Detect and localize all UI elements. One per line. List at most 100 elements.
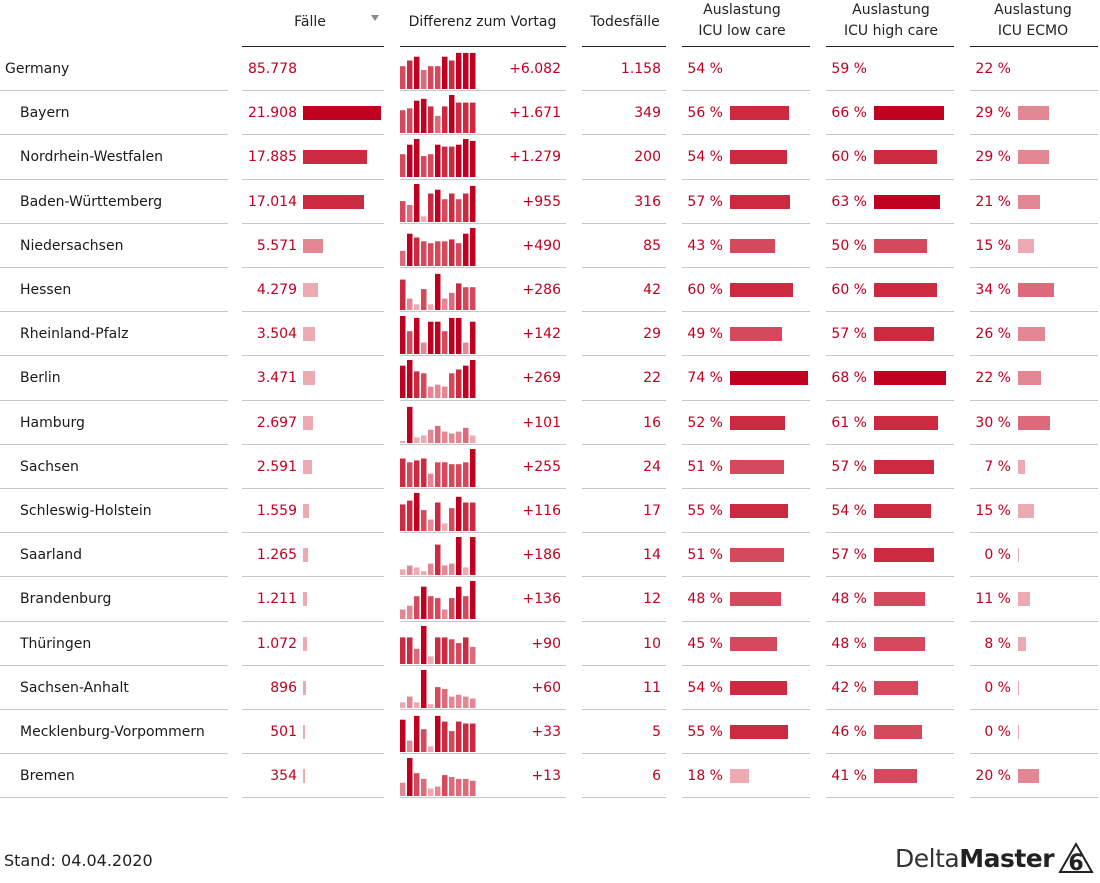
row-divider [682, 267, 810, 268]
sparkline-bar [428, 655, 434, 664]
sparkline-bar [428, 154, 434, 178]
row-divider [0, 134, 228, 136]
icu-ecmo-bar [1018, 769, 1040, 784]
sparkline-bar [442, 636, 448, 664]
header-differenz[interactable]: Differenz zum Vortag [408, 14, 557, 30]
sparkline-bar [428, 304, 434, 310]
cases-bar [303, 636, 307, 651]
row-divider [826, 532, 954, 534]
cases-value: 1.211 [256, 591, 297, 608]
sparkline-bar [449, 638, 455, 664]
row-divider [682, 753, 810, 755]
sparkline-bar [400, 250, 406, 266]
row-divider [242, 532, 384, 534]
sparkline-bar [414, 183, 420, 222]
icu-low-bar [730, 680, 787, 695]
row-divider [682, 178, 810, 180]
row-divider [400, 443, 566, 445]
icu-low-bar [730, 504, 788, 518]
row-divider [0, 753, 228, 755]
deaths-value: 16 [643, 414, 661, 431]
daily-change-sparkline [400, 448, 476, 487]
sparkline-bar [463, 502, 469, 531]
sparkline-bar [463, 723, 469, 752]
daily-change-sparkline [400, 227, 476, 266]
row-divider [0, 664, 228, 666]
header-icu-ecmo[interactable]: Auslastung ICU ECMO [970, 0, 1096, 42]
header-icu-high[interactable]: Auslastung ICU high care [826, 0, 956, 42]
daily-change-value: +90 [531, 635, 561, 652]
icu-low-bar [730, 150, 787, 165]
sparkline-bar [470, 502, 476, 531]
row-divider [582, 134, 666, 136]
row-divider [826, 311, 954, 313]
row-divider [242, 90, 384, 92]
icu-high-bar [874, 150, 938, 165]
row-divider [400, 532, 566, 534]
row-divider [826, 267, 954, 268]
sparkline-bar [414, 773, 420, 797]
sparkline-bar [449, 731, 455, 752]
sparkline-bar [407, 500, 413, 531]
icu-high-value: 57 % [831, 458, 867, 475]
daily-change-value: +186 [522, 547, 561, 564]
sparkline-bar [456, 102, 462, 134]
header-faelle[interactable]: Fälle [294, 14, 326, 30]
sparkline-bar [456, 642, 462, 664]
icu-ecmo-value: 15 % [975, 503, 1011, 519]
deaths-value: 85 [643, 237, 661, 254]
icu-high-bar [874, 680, 919, 695]
sparkline-bar [428, 746, 434, 752]
row-divider [682, 532, 810, 534]
sparkline-bar [421, 587, 427, 620]
sparkline-bar [421, 625, 427, 664]
header-rule-differenz [400, 46, 566, 47]
deaths-value: 349 [634, 105, 661, 122]
daily-change-sparkline [400, 715, 476, 752]
sparkline-bar [414, 596, 420, 620]
row-name: Brandenburg [20, 591, 112, 608]
row-divider [0, 90, 228, 92]
sparkline-bar [435, 116, 441, 134]
sparkline-bar [435, 385, 441, 399]
sparkline-bar [414, 648, 420, 664]
sparkline-bar [400, 154, 406, 178]
icu-ecmo-value: 26 % [975, 326, 1011, 343]
row-divider [826, 576, 954, 578]
icu-high-value: 54 % [831, 503, 867, 519]
sparkline-bar [470, 102, 476, 134]
icu-low-value: 54 % [687, 61, 723, 77]
sparkline-bar [456, 779, 462, 797]
row-name: Hamburg [20, 414, 85, 431]
icu-high-bar [874, 194, 941, 209]
row-divider [582, 709, 666, 710]
sparkline-bar [414, 139, 420, 178]
header-todesfaelle[interactable]: Todesfälle [590, 14, 660, 30]
icu-high-value: 57 % [831, 547, 867, 564]
cases-value: 85.778 [248, 61, 297, 77]
icu-low-bar [730, 106, 790, 121]
icu-high-value: 66 % [831, 105, 867, 122]
sparkline-bar [449, 508, 455, 531]
row-divider [826, 399, 954, 401]
header-icu-high-line1: Auslastung [852, 2, 930, 18]
sort-descending-icon[interactable] [371, 15, 379, 21]
sparkline-bar [421, 434, 427, 443]
logo-text-delta: Delta [895, 843, 960, 873]
sparkline-bar [428, 106, 434, 134]
header-icu-low[interactable]: Auslastung ICU low care [682, 0, 802, 42]
cases-bar [303, 327, 316, 342]
sparkline-bar [414, 56, 420, 89]
row-divider [970, 797, 1098, 799]
sparkline-bar [470, 141, 476, 178]
sparkline-bar [414, 715, 420, 752]
icu-ecmo-value: 11 % [975, 591, 1011, 608]
icu-low-bar [730, 194, 791, 209]
icu-high-value: 60 % [831, 282, 867, 298]
sparkline-bar [470, 434, 476, 443]
icu-ecmo-value: 20 % [975, 768, 1011, 785]
row-divider [242, 664, 384, 666]
sparkline-bar [435, 273, 441, 310]
sparkline-bar [428, 321, 434, 355]
sparkline-bar [449, 292, 455, 310]
